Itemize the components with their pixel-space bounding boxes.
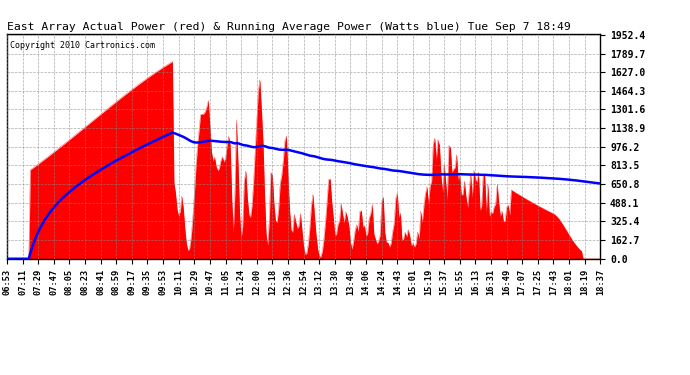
Text: East Array Actual Power (red) & Running Average Power (Watts blue) Tue Sep 7 18:: East Array Actual Power (red) & Running … [7, 22, 571, 32]
Text: Copyright 2010 Cartronics.com: Copyright 2010 Cartronics.com [10, 40, 155, 50]
